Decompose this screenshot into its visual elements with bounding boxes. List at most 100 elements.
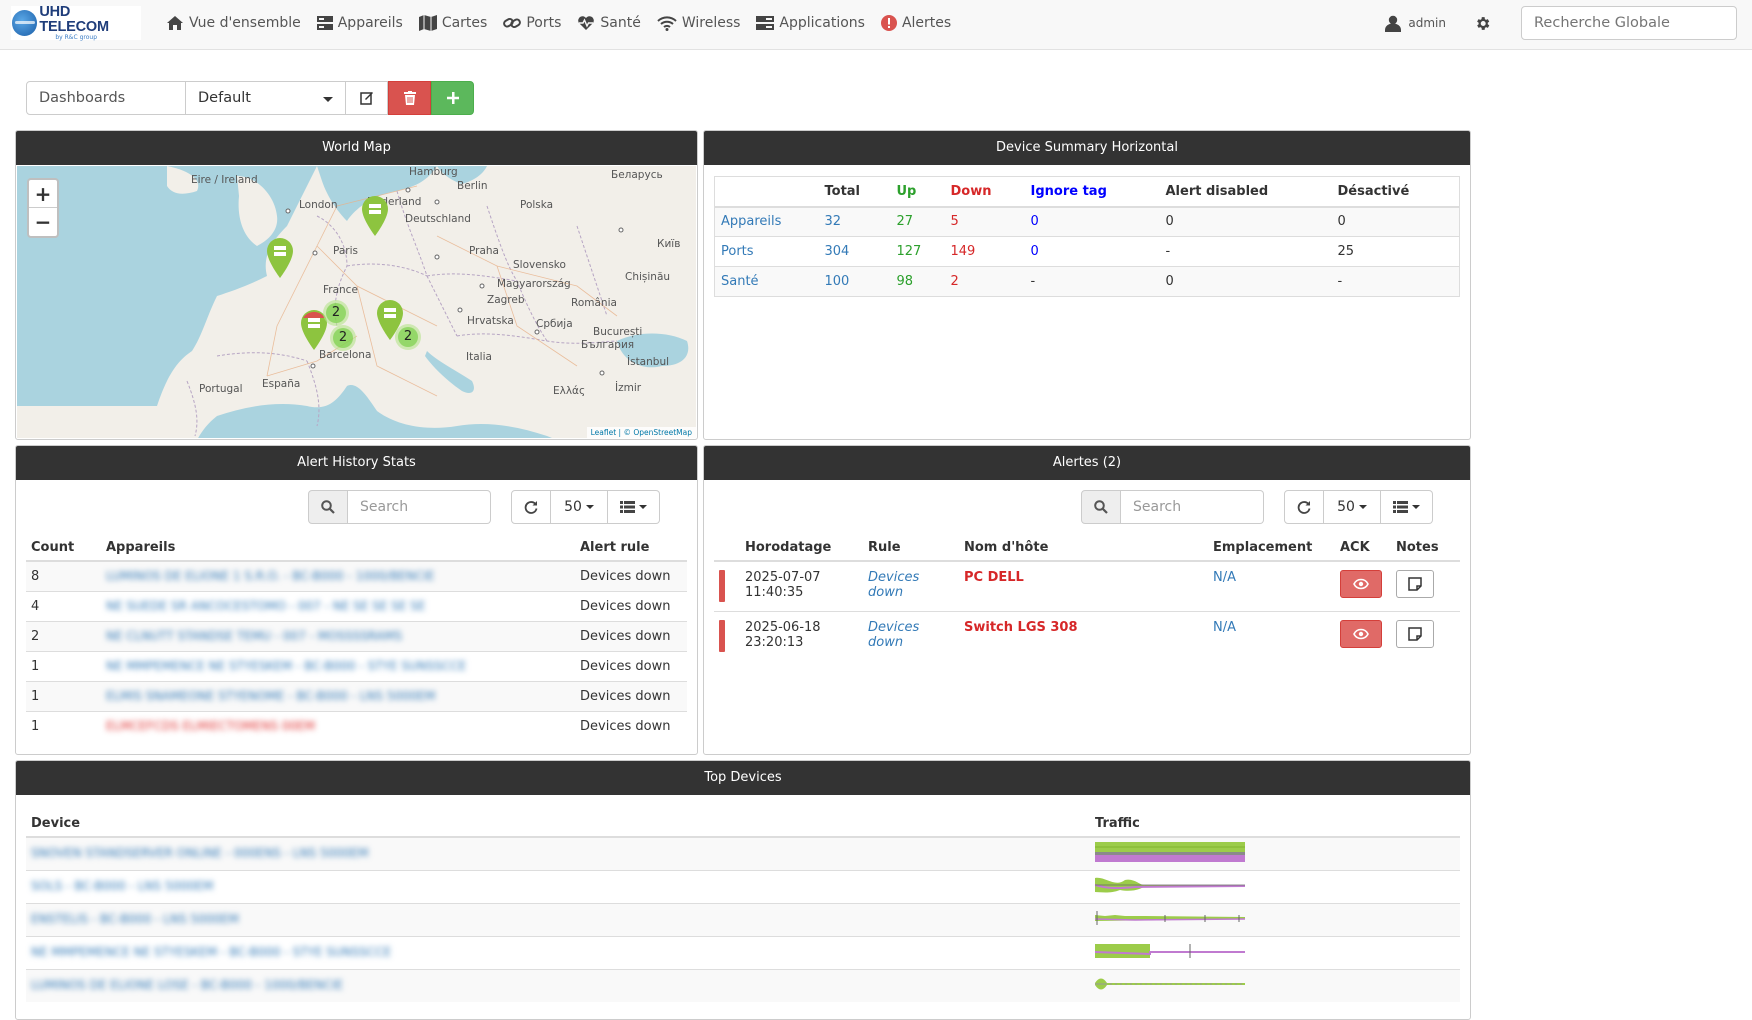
nav-ports[interactable]: Ports xyxy=(503,15,561,31)
traffic-sparkline[interactable] xyxy=(1095,841,1245,863)
map-label: Berlin xyxy=(457,180,488,192)
total-cell[interactable]: 100 xyxy=(818,266,891,297)
zoom-out-button[interactable]: − xyxy=(34,210,52,234)
search-input[interactable]: Search xyxy=(348,490,491,524)
rule-link[interactable]: Devices down xyxy=(863,610,959,661)
down-cell[interactable]: 149 xyxy=(944,236,1025,267)
nav-alerts[interactable]: Alertes xyxy=(880,15,951,31)
nav-wireless[interactable]: Wireless xyxy=(657,15,740,31)
device-link[interactable]: NE MMPEMENCE NE STYESKEM - BC-B000 - STY… xyxy=(106,658,467,673)
ignore-cell[interactable]: 0 xyxy=(1024,236,1160,267)
map-marker-icon[interactable] xyxy=(299,309,329,351)
row-label[interactable]: Appareils xyxy=(714,206,819,237)
device-link[interactable]: NE SUEDE SR ANCOCESTOMO - 007 - NE SE SE… xyxy=(106,598,426,613)
column-header[interactable]: Count xyxy=(26,529,101,562)
device-link[interactable]: LUMINOS DE ELIONE 1 S.R.O. - BC-B000 - 1… xyxy=(106,568,435,583)
column-header xyxy=(571,805,1090,838)
total-cell[interactable]: 304 xyxy=(818,236,891,267)
map-marker-icon[interactable] xyxy=(265,237,295,279)
zoom-in-button[interactable]: + xyxy=(29,180,57,208)
traffic-sparkline[interactable] xyxy=(1094,907,1246,929)
marker-cluster[interactable]: 2 xyxy=(330,325,356,351)
column-header: Total xyxy=(818,176,891,208)
ack-button[interactable] xyxy=(1340,570,1382,598)
column-header[interactable]: Nom d'hôte xyxy=(959,529,1208,562)
column-header[interactable]: Appareils xyxy=(101,529,575,562)
row-label[interactable]: Santé xyxy=(714,266,819,297)
column-header[interactable]: Alert rule xyxy=(575,529,687,562)
user-menu[interactable]: admin xyxy=(1385,15,1446,32)
device-link[interactable]: LUMINOS DE ELIONE LOSE - BC-B000 - 1000/… xyxy=(31,978,344,993)
location-link[interactable]: N/A xyxy=(1208,560,1335,611)
device-link[interactable]: ELMCEFCDS ELMIECTOMENS 00EM xyxy=(106,718,315,733)
page-size-dropdown[interactable]: 50 xyxy=(1324,490,1381,524)
count-cell: 2 xyxy=(26,620,101,651)
up-cell[interactable]: 27 xyxy=(890,206,945,237)
dashboard-select[interactable]: Default xyxy=(186,81,346,115)
device-link[interactable]: NE CLNUTT STANDSE TEMU - 007 - MOSSSSRAM… xyxy=(106,628,403,643)
down-cell[interactable]: 2 xyxy=(944,266,1025,297)
nav-label: Santé xyxy=(600,15,641,31)
traffic-sparkline[interactable] xyxy=(1094,940,1245,962)
marker-cluster[interactable]: 2 xyxy=(395,324,421,350)
column-header[interactable]: Traffic xyxy=(1090,805,1460,838)
notes-button[interactable] xyxy=(1396,570,1434,598)
column-header[interactable]: Emplacement xyxy=(1208,529,1335,562)
nav-overview[interactable]: Vue d'ensemble xyxy=(166,15,301,31)
nav-applications[interactable]: Applications xyxy=(756,15,865,31)
traffic-sparkline[interactable] xyxy=(1094,874,1246,896)
up-cell[interactable]: 98 xyxy=(890,266,945,297)
add-dashboard-button[interactable] xyxy=(431,81,474,115)
global-search-input[interactable] xyxy=(1521,6,1737,40)
table-row: Santé 100 98 2 - 0 - xyxy=(714,266,1460,297)
marker-cluster[interactable]: 2 xyxy=(323,300,349,326)
row-label[interactable]: Ports xyxy=(714,236,819,267)
disabled-cell[interactable]: 0 xyxy=(1331,206,1460,237)
brand-name: UHD TELECOM xyxy=(39,4,109,35)
columns-dropdown[interactable] xyxy=(1381,490,1433,524)
total-cell[interactable]: 32 xyxy=(818,206,891,237)
search-input[interactable]: Search xyxy=(1121,490,1264,524)
device-link[interactable]: NE MMPEMENCE NE STYESKEM - BC-B000 - STY… xyxy=(31,945,392,959)
nav-health[interactable]: Santé xyxy=(577,15,641,31)
hostname-link[interactable]: Switch LGS 308 xyxy=(959,610,1208,661)
column-header[interactable]: Horodatage xyxy=(740,529,863,562)
settings-gear[interactable] xyxy=(1474,15,1491,32)
notes-button[interactable] xyxy=(1396,619,1434,648)
alert-disabled-cell[interactable]: 0 xyxy=(1159,206,1332,237)
table-toolbar: Search 50 xyxy=(1081,490,1433,524)
nav-devices[interactable]: Appareils xyxy=(316,15,403,31)
nav-maps[interactable]: Cartes xyxy=(418,15,487,31)
rule-link[interactable]: Devices down xyxy=(863,560,959,611)
column-header[interactable]: Device xyxy=(26,805,571,838)
location-link[interactable]: N/A xyxy=(1208,610,1335,661)
link-icon xyxy=(503,18,522,28)
refresh-button[interactable] xyxy=(1284,490,1324,524)
delete-dashboard-button[interactable] xyxy=(388,81,431,115)
disabled-cell[interactable]: 25 xyxy=(1331,236,1460,267)
osm-link[interactable]: | © OpenStreetMap xyxy=(618,428,692,437)
device-link[interactable]: SOLS - BC-B000 - LNS 5000EM xyxy=(31,879,214,893)
device-link[interactable]: SNOVEN STANDSERVER ONLINE - 000ENS - LNS… xyxy=(31,846,369,861)
device-link[interactable]: ELMIS SNAMEONE STYENOME - BC-B000 - LNS … xyxy=(106,688,436,703)
columns-dropdown[interactable] xyxy=(608,490,660,524)
world-map[interactable]: Hamburg Berlin Eire / Ireland London Ned… xyxy=(17,166,696,438)
edit-dashboard-button[interactable] xyxy=(346,81,388,115)
column-header[interactable]: Rule xyxy=(863,529,959,562)
device-link[interactable]: ENSTELIS - BC-B000 - LNS 5000EM xyxy=(31,912,239,926)
down-cell[interactable]: 5 xyxy=(944,206,1025,237)
ack-button[interactable] xyxy=(1340,619,1382,648)
leaflet-link[interactable]: Leaflet xyxy=(590,428,617,437)
alert-disabled-cell[interactable]: 0 xyxy=(1159,266,1332,297)
traffic-sparkline[interactable] xyxy=(1095,973,1245,995)
up-cell[interactable]: 127 xyxy=(890,236,945,267)
map-marker-icon[interactable] xyxy=(360,195,390,237)
refresh-button[interactable] xyxy=(511,490,551,524)
map-label: București xyxy=(593,326,643,338)
hostname-link[interactable]: PC DELL xyxy=(959,560,1208,611)
table-row: SNOVEN STANDSERVER ONLINE - 000ENS - LNS… xyxy=(26,836,1460,870)
page-size-dropdown[interactable]: 50 xyxy=(551,490,608,524)
gear-icon xyxy=(1477,16,1490,30)
ignore-cell[interactable]: 0 xyxy=(1024,206,1160,237)
brand-logo[interactable]: UHD TELECOM by R&C group xyxy=(11,4,141,41)
